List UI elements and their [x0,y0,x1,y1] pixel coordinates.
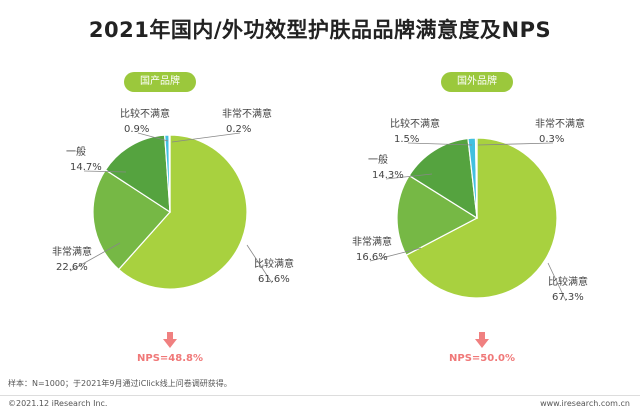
slice-value: 16.6% [356,252,388,263]
pie-slice [168,134,171,213]
slice-value: 61.6% [258,274,290,285]
leader-line [83,170,127,173]
leader-line [246,244,273,284]
slice-value: 0.2% [226,124,251,135]
slice-label: 比较不满意 [120,107,170,120]
nps-value-domestic: NPS=48.8% [137,353,203,364]
leader-line [369,247,422,262]
copyright: ©2021.12 iResearch Inc. [8,399,108,408]
slice-value: 14.3% [372,170,404,181]
slice-label: 非常满意 [52,245,92,258]
chart-1-title-badge: 国产品牌 [124,72,196,92]
slice-label: 比较不满意 [390,117,440,130]
slice-label: 比较满意 [254,257,294,270]
leader-line [407,142,473,146]
slice-value: 0.3% [539,134,564,145]
nps-value-foreign: NPS=50.0% [449,353,515,364]
leader-line [69,242,121,272]
footer-divider [0,395,640,396]
pie-slice [117,134,248,290]
pie-slice [408,137,478,220]
website-url: www.iresearch.com.cn [540,399,630,408]
leader-line [385,173,433,180]
page-title: 2021年国内/外功效型护肤品品牌满意度及NPS [88,18,552,42]
slice-value: 0.9% [124,124,149,135]
slice-value: 67.3% [552,292,584,303]
slice-value: 1.5% [394,134,419,145]
leader-line [171,132,241,143]
down-arrow-icon [163,332,177,348]
pie-slice [405,137,558,299]
pie-slice [92,169,171,271]
leader-line [477,142,554,146]
sample-footnote: 样本：N=1000；于2021年9月通过iClick线上问卷调研获得。 [8,379,232,388]
pie-slice [104,134,171,214]
down-arrow-icon [475,332,489,348]
slice-label: 非常不满意 [535,117,585,130]
slice-label: 非常不满意 [222,107,272,120]
slice-value: 22.6% [56,262,88,273]
leader-line [137,132,169,142]
slice-label: 一般 [66,145,86,158]
leader-line [547,262,567,302]
chart-2-title-badge: 国外品牌 [441,72,513,92]
pie-slice [396,174,479,257]
slice-label: 比较满意 [548,275,588,288]
slice-label: 一般 [368,153,388,166]
slice-value: 14.7% [70,162,102,173]
slice-label: 非常满意 [352,235,392,248]
pie-slice [474,137,478,219]
